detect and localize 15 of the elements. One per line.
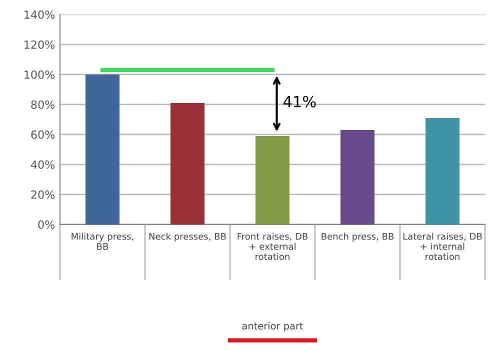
x-tick-label: Lateral raises, DB + internal rotation	[403, 232, 482, 260]
x-tick-label: Neck presses, BB	[149, 232, 226, 242]
annotation: 41%	[283, 96, 316, 108]
text: anterior part	[242, 322, 304, 332]
y-tick-label: 40%	[30, 160, 55, 169]
x-tick-label: Front raises, DB + external rotation	[238, 232, 308, 260]
y-tick-label: 140%	[24, 10, 55, 19]
x-tick-label: Military press, BB	[72, 232, 134, 250]
y-tick-label: 0%	[38, 220, 55, 229]
y-tick-label: 100%	[24, 70, 55, 79]
y-tick-label: 60%	[31, 130, 55, 139]
x-tick-label: Bench press, BB	[322, 232, 394, 242]
y-tick-label: 120%	[24, 40, 55, 49]
y-tick-label: 20%	[31, 190, 55, 199]
y-tick-label: 80%	[31, 100, 55, 109]
